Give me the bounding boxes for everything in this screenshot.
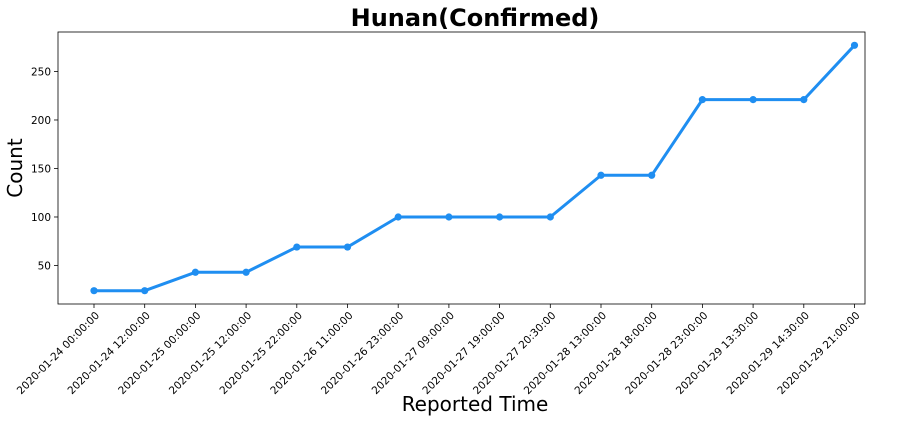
y-tick-label: 100 (31, 212, 51, 224)
x-tick-label: 2020-01-28 23:00:00 (623, 310, 710, 397)
data-point (293, 243, 301, 251)
x-tick-label: 2020-01-27 09:00:00 (370, 310, 457, 397)
x-tick-label: 2020-01-25 22:00:00 (218, 310, 305, 397)
x-tick-label: 2020-01-27 20:30:00 (471, 310, 558, 397)
x-tick-label: 2020-01-27 19:00:00 (420, 310, 507, 397)
y-tick-label: 200 (31, 115, 51, 127)
x-tick-label: 2020-01-29 21:00:00 (775, 310, 862, 397)
chart-title: Hunan(Confirmed) (351, 4, 600, 32)
data-point (141, 287, 149, 295)
data-point (394, 213, 402, 221)
x-tick-label: 2020-01-29 13:30:00 (674, 310, 761, 397)
x-tick-label: 2020-01-26 23:00:00 (319, 310, 406, 397)
y-axis-ticks: 50 100 150 200 250 (31, 66, 58, 272)
data-point (648, 171, 656, 179)
x-tick-label: 2020-01-24 12:00:00 (65, 310, 152, 397)
data-point (749, 96, 757, 104)
x-axis-label: Reported Time (402, 392, 549, 416)
y-tick-label: 150 (31, 163, 51, 175)
data-point (850, 41, 859, 49)
data-point (90, 287, 98, 295)
series-line-group (90, 41, 859, 295)
x-tick-label: 2020-01-28 18:00:00 (572, 310, 659, 397)
x-tick-label: 2020-01-28 13:00:00 (522, 310, 609, 397)
data-point (242, 268, 250, 276)
data-point (343, 243, 352, 251)
x-tick-label: 2020-01-26 11:00:00 (268, 310, 355, 397)
data-point (546, 213, 554, 221)
y-tick-label: 250 (31, 66, 51, 78)
data-point (597, 171, 605, 179)
x-tick-label: 2020-01-25 12:00:00 (167, 310, 254, 397)
y-axis-label: Count (3, 138, 27, 198)
data-point (800, 96, 808, 104)
x-tick-label: 2020-01-29 14:30:00 (725, 310, 812, 397)
x-tick-label: 2020-01-25 00:00:00 (116, 310, 203, 397)
data-point (191, 268, 199, 276)
plot-frame (57, 31, 866, 305)
data-point (496, 213, 504, 221)
data-point (445, 213, 453, 221)
series-line (94, 44, 856, 293)
x-tick-label: 2020-01-24 00:00:00 (15, 310, 102, 397)
y-tick-label: 50 (38, 260, 51, 272)
data-point (698, 96, 707, 104)
